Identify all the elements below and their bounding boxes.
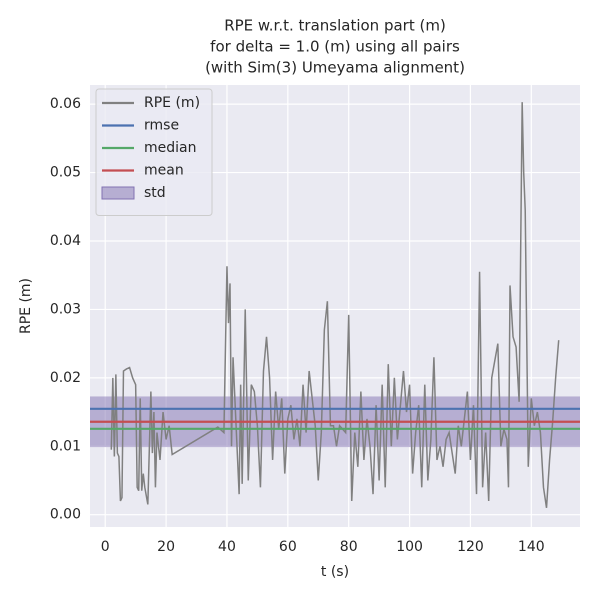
x-tick-label: 60 — [279, 539, 297, 555]
x-tick-label: 20 — [157, 539, 175, 555]
y-tick-label: 0.02 — [50, 370, 81, 386]
legend-label: RPE (m) — [144, 95, 200, 111]
x-axis-label: t (s) — [321, 564, 349, 580]
x-tick-label: 140 — [518, 539, 545, 555]
y-tick-label: 0.00 — [50, 507, 81, 523]
rpe-line — [110, 102, 560, 508]
legend-label: std — [144, 185, 166, 201]
chart-title: for delta = 1.0 (m) using all pairs — [210, 38, 460, 56]
x-tick-label: 120 — [457, 539, 484, 555]
legend-swatch — [101, 186, 135, 200]
y-tick-label: 0.04 — [50, 233, 81, 249]
y-tick-label: 0.06 — [50, 96, 81, 112]
y-tick-label: 0.03 — [50, 301, 81, 317]
y-tick-label: 0.05 — [50, 165, 81, 181]
x-tick-label: 100 — [396, 539, 423, 555]
chart-title: RPE w.r.t. translation part (m) — [224, 17, 446, 35]
y-axis-label: RPE (m) — [18, 278, 34, 334]
x-tick-label: 80 — [340, 539, 358, 555]
x-tick-label: 0 — [101, 539, 110, 555]
legend-label: mean — [144, 163, 184, 179]
chart-title: (with Sim(3) Umeyama alignment) — [205, 59, 465, 77]
legend-label: rmse — [144, 118, 179, 134]
y-tick-label: 0.01 — [50, 438, 81, 454]
legend-label: median — [144, 140, 196, 156]
legend-box — [95, 88, 213, 216]
x-tick-label: 40 — [218, 539, 236, 555]
